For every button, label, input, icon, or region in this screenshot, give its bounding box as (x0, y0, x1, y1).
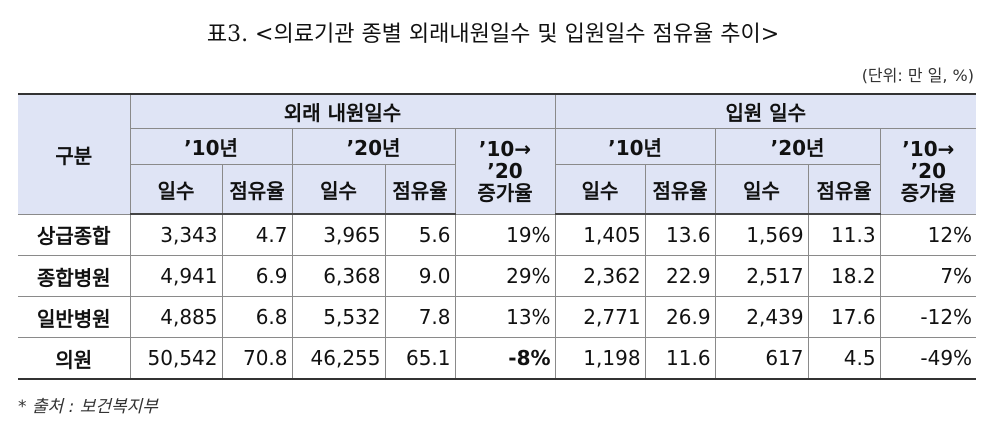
data-cell: 1,569 (714, 213, 809, 256)
data-cell: 19% (454, 213, 556, 256)
table-row: 상급종합 3,343 4.7 3,965 5.6 19% 1,405 13.6 1,569 11.… (18, 213, 977, 256)
header-row: 일수 점유율 일수 점유율 일수 점유율 일수 점유율 (18, 164, 976, 215)
sub-header: 점유율 (644, 164, 716, 215)
data-cell: 1,405 (554, 213, 646, 256)
growth-line: ’20 (487, 159, 523, 184)
growth-header: ’10→ ’20 증가율 (454, 128, 556, 215)
data-cell: 5.6 (384, 213, 456, 256)
growth-line: ’10→ (902, 137, 955, 162)
data-cell: 4,885 (129, 296, 223, 338)
group-header: 입원 일수 (554, 93, 977, 129)
year-header: ’20년 (291, 128, 456, 165)
data-cell: 5,532 (291, 296, 386, 338)
data-cell: 17.6 (807, 296, 881, 338)
data-cell: 12% (879, 213, 977, 256)
data-cell: 13% (454, 296, 556, 338)
data-cell: 7.8 (384, 296, 456, 338)
data-cell: 617 (714, 337, 809, 380)
data-cell: 3,343 (129, 213, 223, 256)
growth-line: 증가율 (477, 181, 533, 206)
sub-header: 점유율 (384, 164, 456, 215)
data-cell: 18.2 (807, 255, 881, 297)
year-header: ’10년 (554, 128, 716, 165)
data-cell: 1,198 (554, 337, 646, 380)
table-row: 의원 50,542 70.8 46,255 65.1 -8% 1,198 11.6 617 4.5… (18, 337, 977, 380)
table-row: 일반병원 4,885 6.8 5,532 7.8 13% 2,771 26.9 2,439 17.… (18, 296, 977, 338)
data-cell: -12% (879, 296, 977, 338)
data-cell: 3,965 (291, 213, 386, 256)
table-header: 구분 외래 내원일수 입원 일수 ’10년 ’20년 ’10→ ’20 증가율 … (18, 93, 977, 215)
data-cell: 26.9 (644, 296, 716, 338)
data-cell: 50,542 (129, 337, 223, 380)
table-row: 종합병원 4,941 6.9 6,368 9.0 29% 2,362 22.9 2,517 18.… (18, 255, 977, 297)
data-cell: 6.9 (221, 255, 293, 297)
row-label: 일반병원 (18, 296, 131, 338)
data-cell: 4.7 (221, 213, 293, 256)
data-cell: 6,368 (291, 255, 386, 297)
sub-header: 일수 (714, 164, 809, 215)
data-cell: 11.6 (644, 337, 716, 380)
data-cell: 11.3 (807, 213, 881, 256)
year-header: ’20년 (714, 128, 881, 165)
row-label: 의원 (18, 337, 131, 380)
data-cell: 22.9 (644, 255, 716, 297)
header-row: 구분 외래 내원일수 입원 일수 (18, 93, 977, 215)
title: 표3. <의료기관 종별 외래내원일수 및 입원일수 점유율 추이> (206, 22, 780, 47)
header-row: ’10년 ’20년 ’10→ ’20 증가율 ’10년 ’20년 ’10→ ’2… (18, 128, 977, 215)
data-cell: 46,255 (291, 337, 386, 380)
row-label: 상급종합 (18, 213, 131, 256)
data-cell: 2,517 (714, 255, 809, 297)
group-header: 외래 내원일수 (129, 93, 556, 129)
growth-header: ’10→ ’20 증가율 (879, 128, 977, 215)
footnote: * 출처 : 보건복지부 (18, 397, 158, 417)
data-cell: 2,362 (554, 255, 646, 297)
unit-note: (단위: 만 일, %) (861, 66, 974, 85)
data-cell: 65.1 (384, 337, 456, 380)
data-cell: 7% (879, 255, 977, 297)
sub-header: 일수 (130, 164, 223, 215)
data-cell: 4.5 (807, 337, 881, 380)
data-cell: 6.8 (221, 296, 293, 338)
sub-header: 일수 (554, 164, 646, 215)
data-cell: 2,439 (714, 296, 809, 338)
growth-line: ’20 (910, 159, 947, 184)
data-table: 구분 외래 내원일수 입원 일수 ’10년 ’20년 ’10→ ’20 증가율 … (18, 93, 977, 380)
data-cell: 9.0 (384, 255, 456, 297)
data-cell: 70.8 (221, 337, 293, 380)
sub-header: 점유율 (807, 164, 881, 215)
data-cell: 2,771 (554, 296, 646, 338)
year-header: ’10년 (130, 128, 293, 165)
growth-line: 증가율 (900, 181, 956, 206)
data-cell: -8% (454, 337, 556, 380)
growth-line: ’10→ (478, 137, 532, 162)
sub-header: 점유율 (221, 164, 293, 215)
corner-cell: 구분 (18, 93, 131, 215)
row-label: 종합병원 (18, 255, 131, 297)
table-body: 상급종합 3,343 4.7 3,965 5.6 19% 1,405 13.6 1,569 11.… (18, 213, 977, 380)
data-cell: 4,941 (129, 255, 223, 297)
data-cell: 13.6 (644, 213, 716, 256)
sub-header: 일수 (291, 164, 386, 215)
data-cell: 29% (454, 255, 556, 297)
data-cell: -49% (879, 337, 977, 380)
